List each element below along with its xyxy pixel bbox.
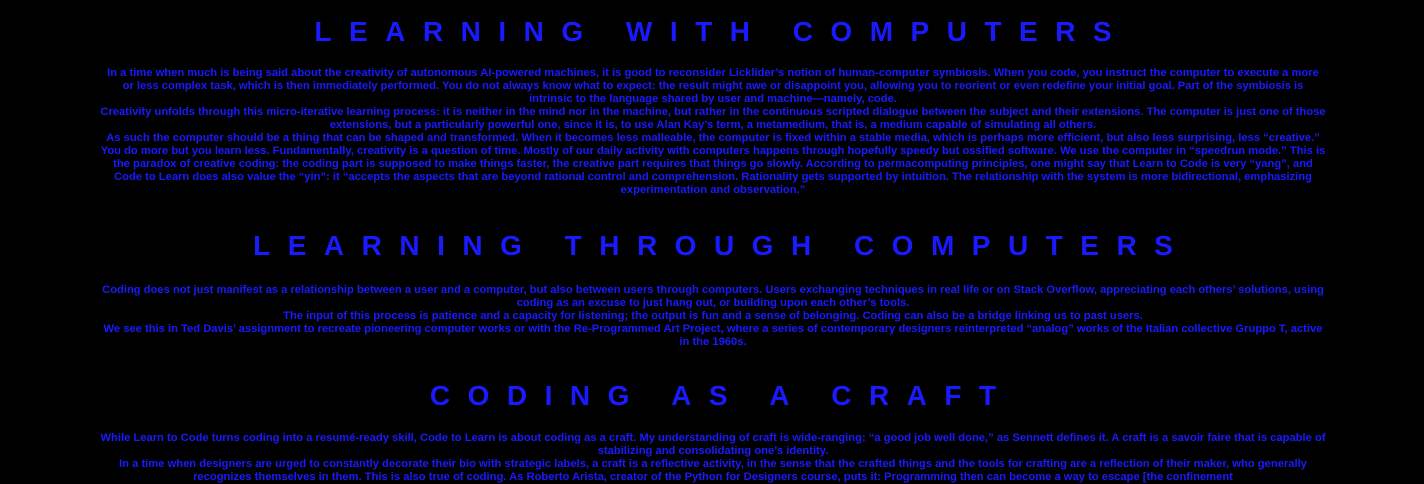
section-heading: LEARNING WITH COMPUTERS [314,16,1130,47]
section-body: Coding does not just manifest as a relat… [100,284,1326,349]
section-body: In a time when much is being said about … [100,67,1326,197]
paragraph: Creativity unfolds through this micro-it… [100,106,1326,131]
section-learning-with-computers: LEARNING WITH COMPUTERS In a time when m… [100,16,1326,197]
paragraph: In a time when much is being said about … [107,67,1319,105]
paragraph: We see this in Ted Davis’ assignment to … [103,323,1323,348]
paragraph: As such the computer should be a thing t… [100,132,1326,196]
paragraph: Coding does not just manifest as a relat… [102,284,1324,309]
paragraph: The input of this process is patience an… [283,310,1143,322]
section-learning-through-computers: LEARNING THROUGH COMPUTERS Coding does n… [100,230,1326,349]
section-coding-as-a-craft: CODING AS A CRAFT While Learn to Code tu… [100,380,1326,484]
section-body: While Learn to Code turns coding into a … [100,432,1326,484]
paragraph: In a time when designers are urged to co… [119,458,1307,483]
section-heading: CODING AS A CRAFT [429,380,1014,411]
section-heading: LEARNING THROUGH COMPUTERS [253,230,1191,261]
paragraph: While Learn to Code turns coding into a … [100,432,1326,457]
